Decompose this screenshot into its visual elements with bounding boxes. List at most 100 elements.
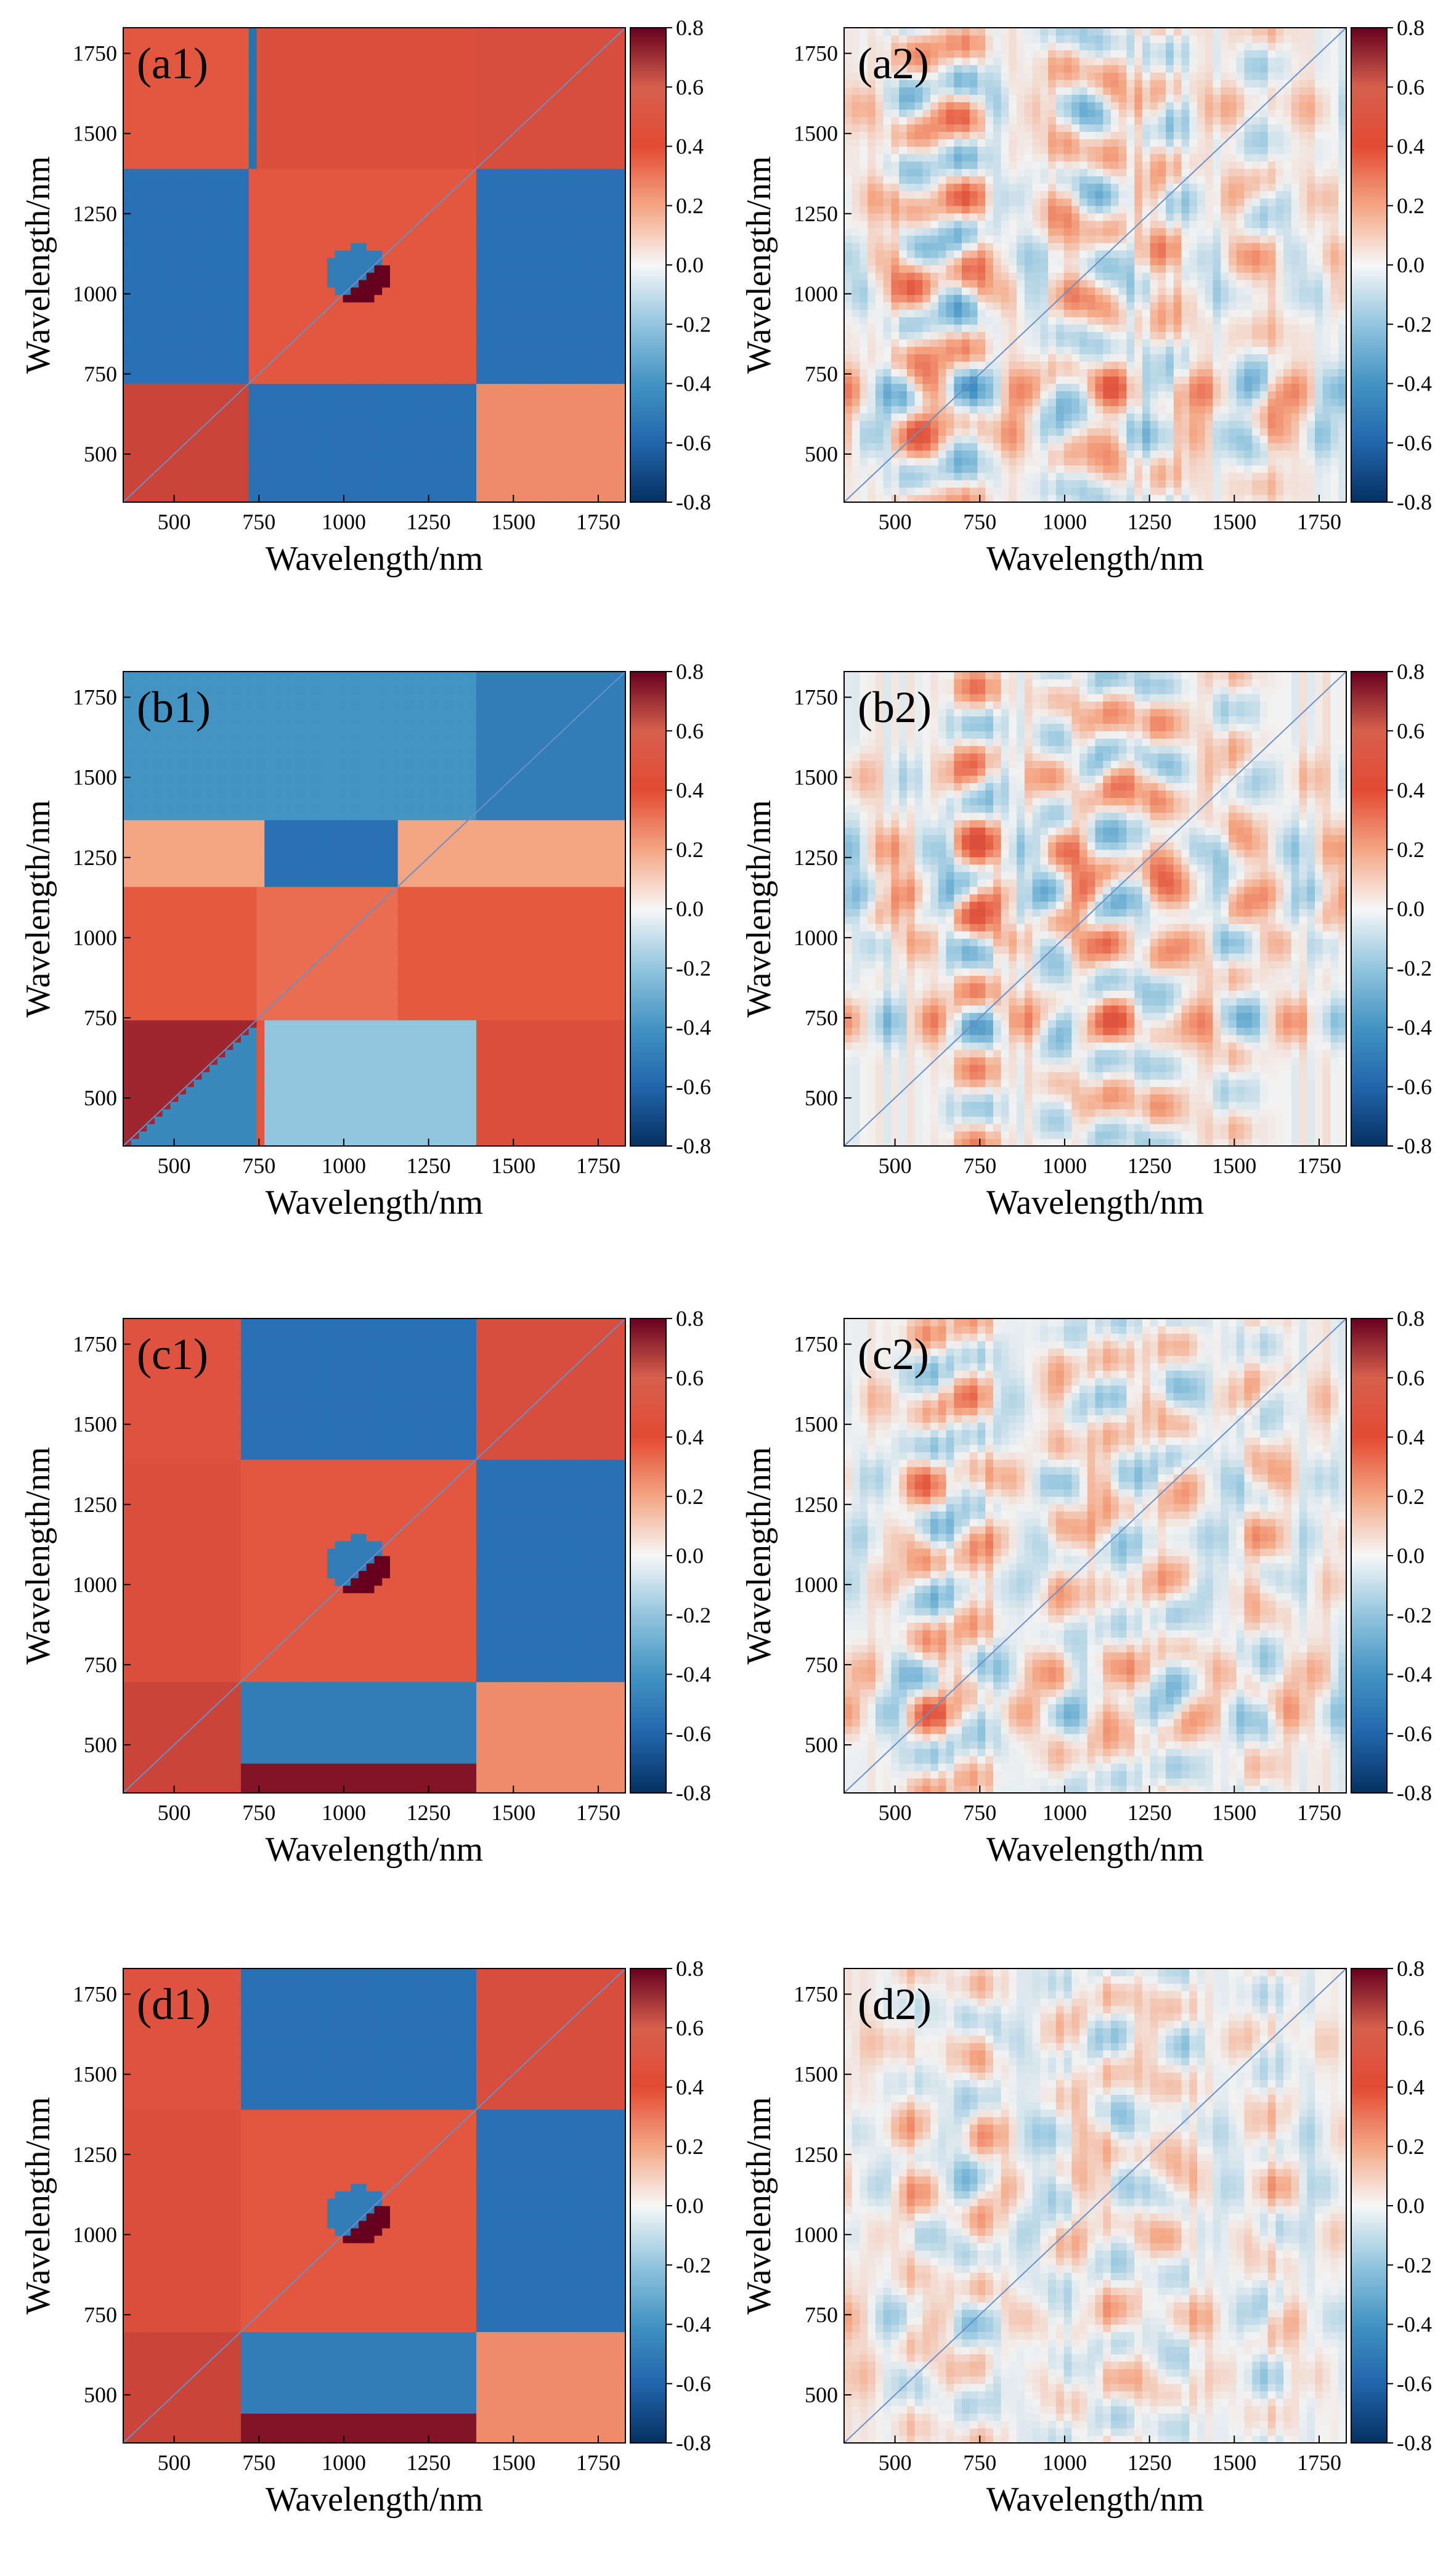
heatmap-cell (217, 221, 226, 229)
heatmap-cell (226, 361, 234, 369)
heatmap-cell (139, 28, 147, 36)
heatmap-cell (178, 384, 186, 392)
heatmap-cell (201, 102, 209, 110)
heatmap-cell (226, 43, 234, 51)
heatmap-cell (201, 295, 209, 303)
heatmap-cell (209, 102, 217, 110)
heatmap-cell (264, 35, 272, 43)
heatmap-cell (139, 250, 147, 258)
heatmap-cell (178, 473, 186, 481)
heatmap-cell (226, 450, 234, 458)
heatmap-cell (147, 28, 155, 36)
heatmap-cell (272, 79, 280, 87)
heatmap-cell (186, 184, 194, 192)
heatmap-cell (256, 213, 264, 221)
heatmap-cell (194, 495, 202, 503)
heatmap-cell (170, 94, 178, 102)
heatmap-cell (139, 317, 147, 325)
heatmap-cell (178, 376, 186, 384)
heatmap-cell (139, 161, 147, 169)
heatmap-cell (170, 198, 178, 206)
heatmap-cell (178, 413, 186, 421)
heatmap-cell (272, 317, 280, 325)
heatmap-cell (264, 87, 272, 95)
heatmap-cell (170, 421, 178, 429)
heatmap-cell (139, 413, 147, 421)
heatmap-cell (163, 169, 171, 177)
heatmap-cell (139, 339, 147, 347)
heatmap-cell (178, 147, 186, 155)
heatmap-cell (147, 450, 155, 458)
heatmap-cell (233, 443, 241, 451)
heatmap-cell (241, 131, 249, 139)
heatmap-cell (163, 184, 171, 192)
heatmap-cell (209, 94, 217, 102)
heatmap-cell (272, 450, 280, 458)
heatmap-cell (264, 131, 272, 139)
heatmap-cell (178, 265, 186, 273)
heatmap-cell (264, 57, 272, 65)
heatmap-cell (147, 302, 155, 310)
heatmap-cell (163, 302, 171, 310)
heatmap-cell (147, 443, 155, 451)
heatmap-cell (217, 487, 226, 495)
heatmap-cell (233, 28, 241, 36)
heatmap-cell (186, 473, 194, 481)
heatmap-cell (272, 473, 280, 481)
heatmap-cell (264, 428, 272, 436)
heatmap-cell (217, 184, 226, 192)
heatmap-cell (256, 35, 264, 43)
heatmap-cell (170, 487, 178, 495)
heatmap-cell (123, 361, 131, 369)
heatmap-cell (226, 265, 234, 273)
heatmap-cell (226, 473, 234, 481)
heatmap-cell (217, 480, 226, 488)
heatmap-cell (241, 176, 249, 184)
heatmap-cell (217, 368, 226, 376)
heatmap-cell (233, 376, 241, 384)
heatmap-cell (194, 102, 202, 110)
heatmap-cell (249, 169, 257, 177)
heatmap-cell (194, 221, 202, 229)
heatmap-cell (170, 147, 178, 155)
heatmap-cell (209, 28, 217, 36)
heatmap-cell (163, 391, 171, 399)
heatmap-cell (233, 198, 241, 206)
heatmap-cell (186, 272, 194, 280)
heatmap-cell (194, 346, 202, 354)
heatmap-cell (178, 421, 186, 429)
heatmap-cell (123, 458, 131, 466)
heatmap-cell (131, 354, 139, 362)
heatmap-cell (217, 191, 226, 199)
heatmap-cell (194, 487, 202, 495)
heatmap-cell (155, 317, 163, 325)
heatmap-cell (209, 79, 217, 87)
heatmap-cell (194, 235, 202, 243)
heatmap-cell (249, 421, 257, 429)
heatmap-cell (272, 228, 280, 236)
heatmap-cell (264, 487, 272, 495)
heatmap-cell (131, 28, 139, 36)
heatmap-cell (226, 391, 234, 399)
heatmap-cell (123, 169, 131, 177)
heatmap-cell (194, 368, 202, 376)
heatmap-cell (217, 265, 226, 273)
heatmap-cell (155, 116, 163, 124)
heatmap-cell (226, 213, 234, 221)
heatmap-cell (264, 265, 272, 273)
heatmap-cell (272, 109, 280, 117)
heatmap-cell (217, 43, 226, 51)
heatmap-cell (131, 465, 139, 473)
heatmap-cell (186, 169, 194, 177)
heatmap-cell (131, 250, 139, 258)
heatmap-cell (233, 384, 241, 392)
heatmap-cell (155, 443, 163, 451)
heatmap-cell (272, 428, 280, 436)
heatmap-cell (147, 354, 155, 362)
heatmap-cell (249, 28, 257, 36)
heatmap-cell (163, 280, 171, 288)
heatmap-cell (147, 131, 155, 139)
heatmap-cell (226, 406, 234, 414)
heatmap-cell (131, 228, 139, 236)
heatmap-cell (256, 465, 264, 473)
